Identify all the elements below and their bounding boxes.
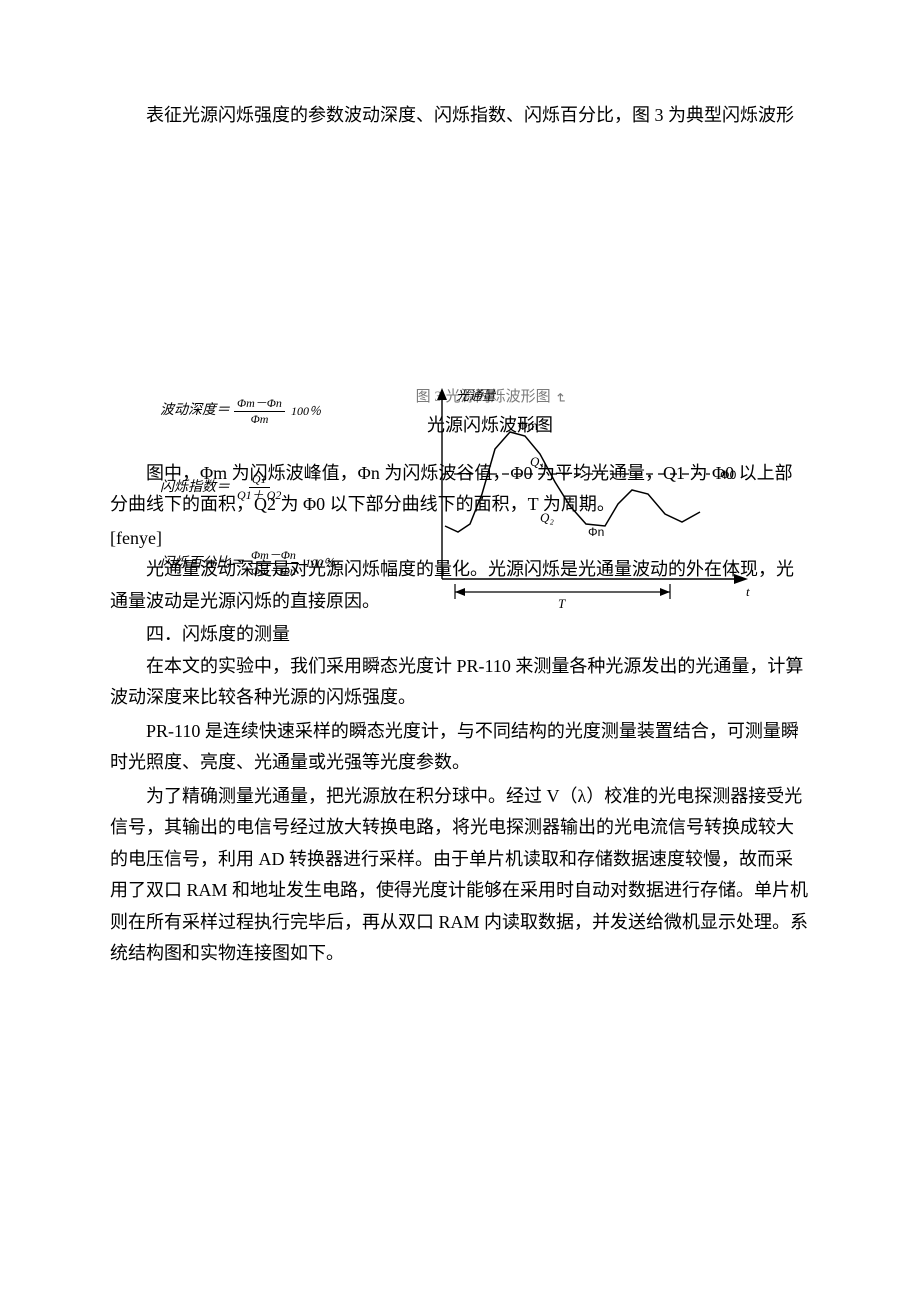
x-axis-arrow — [734, 574, 748, 584]
period-arrow-right — [660, 588, 670, 596]
denominator: Q1＋ Q2 — [234, 488, 284, 504]
flicker-waveform-chart: 光通量 t Φm Q₁ Q₂ Φn Φ0 T — [410, 384, 760, 634]
formula-depth: 波动深度＝ Φm－Φn Φm 100％ — [160, 396, 400, 428]
denominator: Φm＋Φn — [248, 564, 299, 580]
waveform-curve — [445, 432, 700, 532]
figure-3: 波动深度＝ Φm－Φn Φm 100％ 闪烁指数＝ Q1 Q1＋ Q2 闪烁百分… — [160, 384, 760, 442]
paragraph-4: PR-110 是连续快速采样的瞬态光度计，与不同结构的光度测量装置结合，可测量瞬… — [110, 716, 810, 779]
numerator: Q1 — [249, 472, 270, 489]
fraction: Φm－Φn Φm — [234, 396, 285, 428]
paragraph-5: 为了精确测量光通量，把光源放在积分球中。经过 V（λ）校准的光电探测器接受光信号… — [110, 781, 810, 970]
y-axis-arrow — [437, 388, 447, 400]
period-arrow-left — [455, 588, 465, 596]
formula-index: 闪烁指数＝ Q1 Q1＋ Q2 — [160, 472, 400, 504]
formula-percent: 闪烁百分比＝ Φm－Φn Φm＋Φn 100％ — [160, 548, 400, 580]
intro-paragraph: 表征光源闪烁强度的参数波动深度、闪烁指数、闪烁百分比，图 3 为典型闪烁波形 — [110, 100, 810, 132]
formula-suffix: 100％ — [305, 553, 335, 574]
denominator: Φm — [248, 412, 272, 428]
fraction: Q1 Q1＋ Q2 — [234, 472, 284, 504]
fraction: Φm－Φn Φm＋Φn — [248, 548, 299, 580]
label-q2: Q₂ — [540, 510, 554, 525]
formula-column: 波动深度＝ Φm－Φn Φm 100％ 闪烁指数＝ Q1 Q1＋ Q2 闪烁百分… — [160, 396, 400, 625]
formula-suffix: 100％ — [291, 401, 321, 422]
label-period: T — [558, 596, 566, 611]
label-phim: Φm — [518, 419, 538, 433]
formula-lhs: 闪烁指数＝ — [160, 476, 230, 501]
x-axis-label: t — [746, 584, 750, 599]
paragraph-marker-icon: ↵ — [546, 392, 571, 404]
label-q1: Q₁ — [530, 454, 544, 469]
paragraph-3: 在本文的实验中，我们采用瞬态光度计 PR-110 来测量各种光源发出的光通量，计… — [110, 651, 810, 714]
y-axis-label: 光通量 — [456, 388, 497, 403]
numerator: Φm－Φn — [248, 548, 299, 565]
formula-lhs: 波动深度＝ — [160, 399, 230, 424]
formula-lhs: 闪烁百分比＝ — [160, 552, 244, 577]
numerator: Φm－Φn — [234, 396, 285, 413]
label-phi0: Φ0 — [720, 468, 737, 482]
label-phin: Φn — [588, 525, 604, 539]
